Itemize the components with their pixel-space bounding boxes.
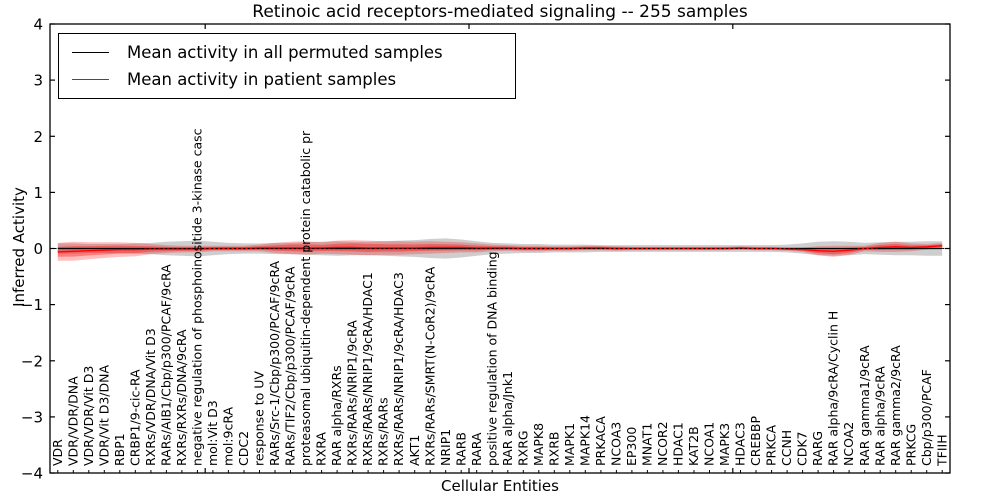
x-tick-label: RXRs/RXRs/DNA/9cRA	[174, 329, 189, 466]
x-tick-label: KAT2B	[686, 426, 701, 466]
x-tick-label: CCNH	[779, 430, 794, 466]
x-tick-label: RXRs/RARs/NRIP1/9cRA/HDAC1	[360, 272, 375, 466]
x-tick-label: negative regulation of phosphoinositide …	[190, 128, 205, 466]
x-tick-label: RARs/AIB1/Cbp/p300/PCAF/9cRA	[159, 264, 174, 466]
x-tick-label: RAR alpha/9cRA/Cyclin H	[826, 311, 841, 466]
patient-std-band-inner	[57, 243, 943, 257]
x-tick-label: RAR alpha/9cRA	[872, 366, 887, 466]
x-tick-label: RXRs/RARs	[376, 397, 391, 466]
x-tick-label: VDR/VDR/Vit D3	[81, 366, 96, 466]
x-tick-label: RARA	[469, 432, 484, 466]
x-tick-label: RARG	[810, 431, 825, 466]
x-tick-label: RARs/TIF2/Cbp/p300/PCAF/9cRA	[283, 266, 298, 466]
patient-line-swatch	[72, 79, 109, 80]
x-axis-label: Cellular Entities	[441, 477, 559, 495]
y-axis-label: Inferred Activity	[10, 187, 28, 307]
x-tick-label: NCOA2	[841, 422, 856, 466]
x-tick-label: HDAC1	[671, 422, 686, 466]
y-tick-label: 0	[33, 240, 43, 258]
x-tick-label: NCOR2	[655, 421, 670, 466]
y-tick-label: −3	[21, 408, 43, 426]
legend-item-permuted: Mean activity in all permuted samples	[59, 39, 515, 66]
x-tick-label: PRKACA	[593, 416, 608, 466]
x-tick-label: RARs/Src-1/Cbp/p300/PCAF/9cRA	[267, 260, 282, 466]
patient-std-band-outer	[57, 240, 943, 261]
x-tick-label: MAPK3	[717, 423, 732, 466]
x-tick-label: RAR gamma1/9cRA	[857, 345, 872, 466]
y-tick-label: −1	[21, 296, 43, 314]
y-tick-label: 3	[33, 72, 43, 90]
x-tick-label: RXRs/VDR/DNA/Vit D3	[143, 328, 158, 466]
y-tick-label: 4	[33, 16, 43, 34]
x-tick-label: proteasomal ubiquitin-dependent protein …	[298, 130, 313, 466]
x-tick-label: RXRs/RARs/SMRT(N-CoR2)/9cRA	[422, 266, 437, 466]
x-tick-label: RXRs/RARs/NRIP1/9cRA	[345, 320, 360, 466]
x-tick-label: MAPK8	[531, 423, 546, 466]
x-tick-label: mol:Vit D3	[205, 400, 220, 466]
x-tick-label: RXRs/RARs/NRIP1/9cRA/HDAC3	[391, 272, 406, 466]
x-tick-label: CRBP1/9-cic-RA	[127, 369, 142, 466]
x-tick-label: PRKCG	[903, 424, 918, 466]
legend-item-patient: Mean activity in patient samples	[59, 66, 515, 93]
y-tick-label: −4	[21, 465, 43, 483]
x-tick-label: CDK7	[795, 431, 810, 466]
x-tick-label: RAR alpha/Jnk1	[500, 371, 515, 466]
x-tick-label: RARB	[453, 432, 468, 466]
x-tick-label: mol:9cRA	[221, 406, 236, 466]
x-tick-label: MAPK14	[577, 415, 592, 466]
legend: Mean activity in all permuted samples Me…	[58, 33, 516, 99]
x-tick-label: TFIIH	[934, 434, 949, 467]
x-tick-label: MAPK1	[562, 423, 577, 466]
y-tick-label: 1	[33, 184, 43, 202]
x-tick-label: RXRA	[314, 432, 329, 466]
x-tick-label: RAR alpha/RXRs	[329, 365, 344, 466]
x-tick-label: positive regulation of DNA binding	[484, 251, 499, 466]
patient-mean-line	[57, 245, 943, 253]
x-tick-label: RAR gamma2/9cRA	[888, 345, 903, 466]
x-tick-label: VDR/VDR/DNA	[65, 376, 80, 466]
x-tick-label: VDR	[50, 439, 65, 466]
x-tick-label: MNAT1	[640, 423, 655, 466]
legend-label-permuted: Mean activity in all permuted samples	[127, 43, 443, 62]
x-tick-label: NCOA1	[702, 422, 717, 466]
x-tick-label: NRIP1	[438, 429, 453, 466]
x-tick-label: PRKCA	[764, 425, 779, 466]
x-tick-label: VDR/Vit D3/DNA	[96, 365, 111, 466]
x-tick-label: CDC2	[236, 431, 251, 466]
x-tick-label: RBP1	[112, 433, 127, 466]
x-tick-label: Cbp/p300/PCAF	[919, 369, 934, 466]
x-tick-label: NCOA3	[609, 422, 624, 466]
x-tick-label: RXRB	[546, 431, 561, 466]
permuted-line-swatch	[72, 52, 109, 53]
x-tick-label: response to UV	[252, 371, 267, 466]
x-tick-label: CREBBP	[748, 416, 763, 466]
chart-title: Retinoic acid receptors-mediated signali…	[252, 2, 748, 22]
y-tick-label: 2	[33, 128, 43, 146]
x-tick-label: RXRG	[515, 430, 530, 466]
x-tick-label: EP300	[624, 427, 639, 466]
y-tick-label: −2	[21, 352, 43, 370]
x-tick-label: AKT1	[407, 435, 422, 466]
x-tick-label: HDAC3	[733, 422, 748, 466]
legend-label-patient: Mean activity in patient samples	[127, 70, 397, 89]
